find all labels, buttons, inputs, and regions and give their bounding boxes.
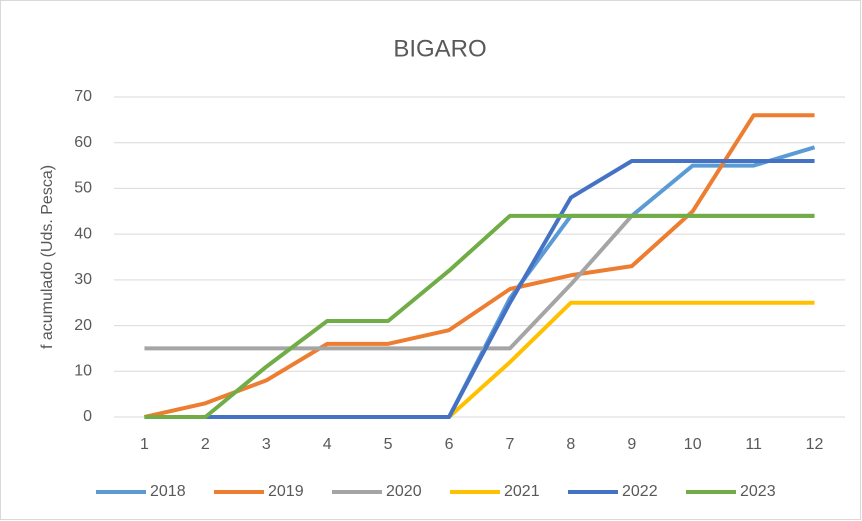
legend-label: 2023 (740, 483, 776, 500)
x-tick-label: 8 (566, 436, 575, 453)
x-tick-label: 1 (140, 436, 149, 453)
x-tick-label: 5 (384, 436, 393, 453)
y-tick-label: 10 (74, 363, 92, 380)
y-tick-label: 50 (74, 180, 92, 197)
x-tick-label: 12 (806, 436, 824, 453)
y-tick-label: 40 (74, 225, 92, 242)
legend-label: 2020 (386, 483, 422, 500)
x-tick-label: 4 (323, 436, 332, 453)
y-axis-label: f acumulado (Uds. Pesca) (39, 165, 56, 349)
y-tick-label: 30 (74, 271, 92, 288)
x-tick-label: 9 (627, 436, 636, 453)
y-tick-label: 70 (74, 88, 92, 105)
legend-label: 2022 (622, 483, 658, 500)
y-tick-label: 0 (83, 408, 92, 425)
legend-label: 2018 (150, 483, 186, 500)
series-line (144, 159, 815, 419)
x-tick-label: 6 (445, 436, 454, 453)
x-tick-label: 10 (684, 436, 702, 453)
legend-label: 2019 (268, 483, 304, 500)
legend-label: 2021 (504, 483, 540, 500)
y-tick-label: 60 (74, 134, 92, 151)
x-tick-label: 2 (201, 436, 210, 453)
x-tick-label: 7 (506, 436, 515, 453)
series-line (144, 113, 815, 419)
series-line (144, 213, 815, 419)
x-tick-label: 11 (745, 436, 762, 453)
chart-title: BIGARO (393, 35, 486, 62)
y-tick-label: 20 (74, 317, 92, 334)
x-tick-label: 3 (262, 436, 271, 453)
